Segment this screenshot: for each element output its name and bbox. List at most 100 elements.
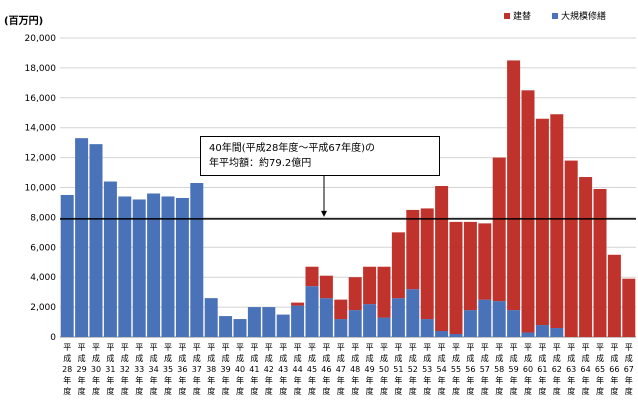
svg-text:年: 年 (423, 375, 431, 385)
bar-rebuild (305, 266, 319, 287)
svg-text:年: 年 (294, 375, 302, 385)
bar-rebuild (607, 254, 621, 337)
svg-text:年: 年 (625, 375, 633, 385)
reference-arrowhead (321, 210, 327, 217)
svg-text:年: 年 (308, 375, 316, 385)
bar-rebuild (363, 266, 377, 305)
svg-text:平: 平 (294, 343, 302, 352)
svg-text:成: 成 (596, 353, 604, 363)
svg-text:成: 成 (423, 353, 431, 363)
svg-text:平: 平 (409, 343, 417, 352)
svg-text:成: 成 (380, 353, 388, 363)
svg-text:平: 平 (567, 343, 575, 352)
annotation-box: 40年間(平成28年度～平成67年度)の 年平均額：約79.2億円 (200, 136, 440, 176)
svg-text:成: 成 (351, 353, 359, 363)
svg-text:成: 成 (582, 353, 590, 363)
svg-text:52: 52 (408, 365, 418, 374)
bar-major-repair (204, 298, 218, 337)
svg-text:度: 度 (322, 386, 330, 396)
legend-item-rebuild: 建替 (504, 10, 531, 22)
y-tick-label: 6,000 (30, 243, 56, 253)
svg-text:成: 成 (394, 353, 402, 363)
bar-rebuild (622, 278, 636, 337)
bar-major-repair (190, 183, 204, 337)
svg-text:成: 成 (409, 353, 417, 363)
svg-text:度: 度 (106, 386, 114, 396)
bar-rebuild (463, 221, 477, 311)
svg-text:年: 年 (495, 375, 503, 385)
svg-text:成: 成 (466, 353, 474, 363)
svg-text:大規模修繕: 大規模修繕 (561, 10, 606, 22)
svg-text:平: 平 (582, 343, 590, 352)
svg-text:平: 平 (207, 343, 215, 352)
svg-text:度: 度 (524, 386, 532, 396)
svg-text:平: 平 (625, 343, 633, 352)
y-tick-label: 14,000 (25, 124, 57, 134)
bar-rebuild (492, 157, 506, 302)
svg-text:38: 38 (206, 365, 216, 374)
svg-text:平: 平 (265, 343, 273, 352)
svg-text:成: 成 (135, 353, 143, 363)
svg-text:平: 平 (495, 343, 503, 352)
y-tick-label: 10,000 (25, 184, 57, 194)
svg-text:成: 成 (495, 353, 503, 363)
svg-text:年: 年 (438, 375, 446, 385)
bar-major-repair (175, 197, 189, 337)
bar-rebuild (435, 186, 449, 332)
svg-text:度: 度 (78, 386, 86, 396)
svg-text:平: 平 (78, 343, 86, 352)
svg-text:平: 平 (164, 343, 172, 352)
svg-text:度: 度 (438, 386, 446, 396)
svg-text:66: 66 (609, 365, 619, 374)
svg-text:成: 成 (538, 353, 546, 363)
svg-text:35: 35 (163, 365, 173, 374)
svg-text:平: 平 (63, 343, 71, 352)
bar-rebuild (449, 221, 463, 335)
y-tick-label: 16,000 (25, 94, 57, 104)
svg-text:成: 成 (121, 353, 129, 363)
svg-text:60: 60 (523, 365, 533, 374)
y-tick-label: 18,000 (25, 64, 57, 74)
svg-text:成: 成 (308, 353, 316, 363)
svg-text:年: 年 (250, 375, 258, 385)
svg-text:成: 成 (150, 353, 158, 363)
svg-text:度: 度 (279, 386, 287, 396)
bar-major-repair (535, 325, 549, 337)
grid-layer (60, 37, 636, 338)
svg-text:46: 46 (321, 365, 331, 374)
svg-text:成: 成 (106, 353, 114, 363)
bar-major-repair (521, 332, 535, 337)
svg-text:度: 度 (164, 386, 172, 396)
svg-text:度: 度 (553, 386, 561, 396)
svg-text:平: 平 (438, 343, 446, 352)
svg-text:47: 47 (336, 365, 346, 374)
svg-text:成: 成 (193, 353, 201, 363)
svg-text:度: 度 (337, 386, 345, 396)
svg-text:48: 48 (350, 365, 360, 374)
legend-item-major-repair: 大規模修繕 (552, 10, 606, 22)
svg-text:度: 度 (135, 386, 143, 396)
bar-major-repair (435, 331, 449, 337)
y-tick-label: 4,000 (30, 273, 56, 283)
bar-major-repair (305, 286, 319, 337)
svg-text:度: 度 (538, 386, 546, 396)
svg-text:59: 59 (509, 365, 519, 374)
svg-text:年: 年 (538, 375, 546, 385)
svg-text:平: 平 (193, 343, 201, 352)
svg-text:平: 平 (106, 343, 114, 352)
svg-text:年: 年 (567, 375, 575, 385)
svg-text:49: 49 (365, 365, 375, 374)
x-tick-label: 平成 28年度 (62, 343, 72, 396)
svg-text:度: 度 (265, 386, 273, 396)
y-tick-label: 0 (50, 333, 56, 343)
svg-text:建替: 建替 (513, 10, 531, 22)
